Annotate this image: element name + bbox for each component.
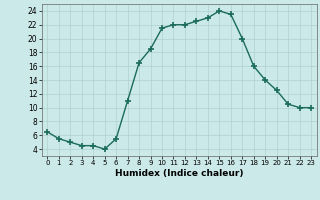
X-axis label: Humidex (Indice chaleur): Humidex (Indice chaleur)	[115, 169, 244, 178]
